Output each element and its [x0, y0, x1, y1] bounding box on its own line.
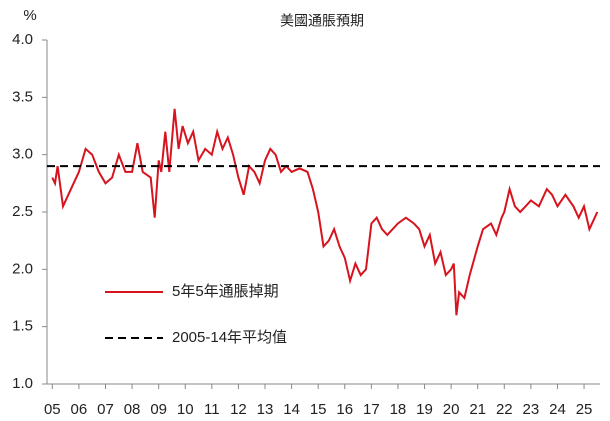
x-tick-label: 25 [576, 401, 593, 418]
y-tick-label: 3.0 [12, 146, 33, 163]
x-tick-label: 17 [363, 401, 380, 418]
x-tick-label: 18 [390, 401, 407, 418]
chart-title: 美國通脹預期 [280, 13, 364, 29]
x-tick-label: 07 [97, 401, 114, 418]
x-tick-label: 19 [416, 401, 433, 418]
x-tick-label: 05 [44, 401, 61, 418]
x-tick-label: 06 [71, 401, 88, 418]
y-tick-label: 3.5 [12, 88, 33, 105]
x-tick-label: 14 [283, 401, 300, 418]
y-tick-label: 1.0 [12, 375, 33, 392]
x-tick-label: 11 [204, 401, 220, 418]
y-tick-label: 2.5 [12, 203, 33, 220]
x-tick-label: 24 [549, 401, 566, 418]
x-tick-label: 21 [469, 401, 486, 418]
y-tick-label: 1.5 [12, 318, 33, 335]
x-tick-label: 23 [523, 401, 540, 418]
x-tick-label: 15 [310, 401, 327, 418]
legend-label: 2005-14年平均值 [172, 329, 287, 346]
x-tick-label: 08 [124, 401, 141, 418]
x-tick-label: 10 [177, 401, 194, 418]
legend-label: 5年5年通脹掉期 [172, 283, 279, 300]
y-tick-label: 4.0 [12, 31, 33, 48]
x-tick-label: 16 [336, 401, 353, 418]
series-line [51, 108, 599, 316]
y-tick-label: 2.0 [12, 260, 33, 277]
x-tick-label: 13 [257, 401, 274, 418]
x-tick-label: 20 [443, 401, 460, 418]
x-tick-label: 09 [150, 401, 167, 418]
x-tick-label: 22 [496, 401, 513, 418]
y-axis-label: % [23, 7, 36, 24]
x-tick-label: 12 [230, 401, 247, 418]
